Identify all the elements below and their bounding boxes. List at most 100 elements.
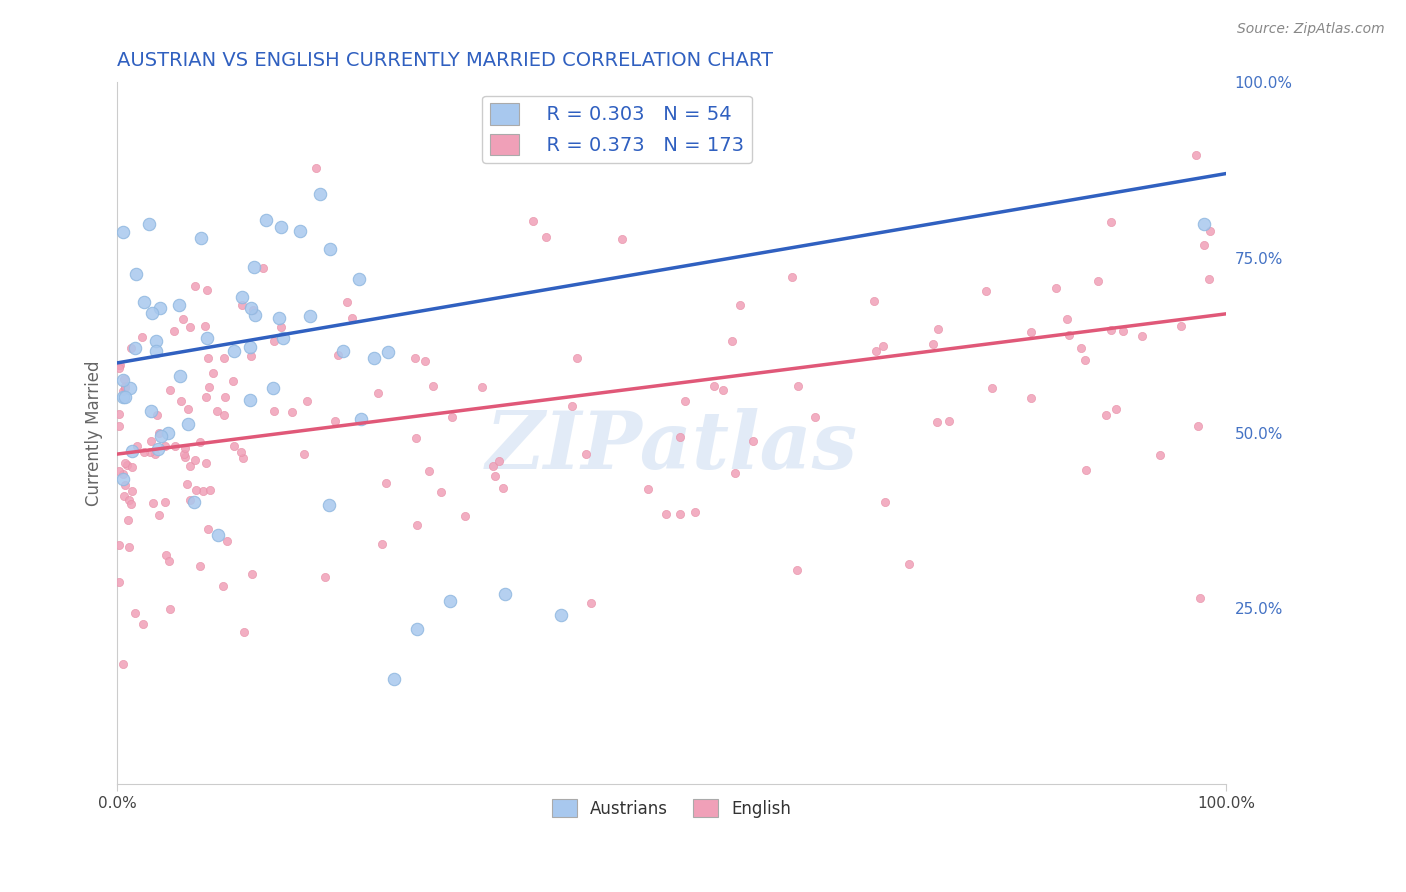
Point [263, 334, 285, 348]
Point [194, 319, 217, 334]
Point [232, 451, 254, 466]
Point [150, 429, 173, 443]
Point [231, 298, 253, 312]
Point [132, 294, 155, 309]
Point [132, 617, 155, 632]
Point [124, 341, 146, 355]
Point [139, 434, 162, 448]
Point [197, 351, 219, 365]
Point [581, 596, 603, 610]
Point [108, 358, 131, 372]
Point [1185, 148, 1208, 162]
Point [205, 404, 228, 418]
Point [454, 508, 477, 523]
Point [413, 354, 436, 368]
Point [243, 260, 266, 274]
Point [375, 475, 398, 490]
Point [305, 161, 328, 175]
Point [111, 373, 134, 387]
Point [1188, 591, 1211, 606]
Point [482, 459, 505, 474]
Point [138, 217, 160, 231]
Point [173, 450, 195, 464]
Point [273, 330, 295, 344]
Point [121, 484, 143, 499]
Point [134, 445, 156, 459]
Point [404, 351, 426, 366]
Point [281, 405, 304, 419]
Point [207, 527, 229, 541]
Point [980, 381, 1002, 395]
Point [574, 447, 596, 461]
Point [111, 226, 134, 240]
Point [786, 563, 808, 577]
Point [167, 298, 190, 312]
Point [108, 407, 131, 421]
Point [1087, 274, 1109, 288]
Point [1099, 214, 1122, 228]
Point [534, 230, 557, 244]
Point [803, 410, 825, 425]
Point [721, 334, 744, 348]
Point [117, 513, 139, 527]
Point [222, 344, 245, 359]
Point [197, 380, 219, 394]
Point [1192, 217, 1215, 231]
Point [245, 308, 267, 322]
Point [927, 415, 949, 429]
Y-axis label: Currently Married: Currently Married [86, 360, 103, 506]
Point [239, 393, 262, 408]
Point [125, 267, 148, 281]
Text: Source: ZipAtlas.com: Source: ZipAtlas.com [1237, 22, 1385, 37]
Point [1056, 312, 1078, 326]
Point [108, 574, 131, 589]
Point [668, 430, 690, 444]
Point [232, 624, 254, 639]
Point [111, 391, 134, 405]
Point [377, 345, 399, 359]
Point [155, 494, 177, 508]
Point [299, 309, 322, 323]
Point [163, 439, 186, 453]
Point [121, 460, 143, 475]
Point [350, 411, 373, 425]
Point [145, 344, 167, 359]
Point [1019, 325, 1042, 339]
Point [252, 261, 274, 276]
Point [120, 381, 142, 395]
Point [319, 242, 342, 256]
Point [371, 536, 394, 550]
Point [114, 380, 136, 394]
Point [550, 608, 572, 623]
Point [239, 301, 262, 316]
Point [254, 213, 277, 227]
Point [1199, 224, 1222, 238]
Point [1130, 329, 1153, 343]
Point [711, 383, 734, 397]
Point [1070, 341, 1092, 355]
Point [439, 594, 461, 608]
Point [703, 379, 725, 393]
Point [139, 444, 162, 458]
Point [120, 497, 142, 511]
Point [146, 408, 169, 422]
Point [724, 466, 747, 480]
Point [112, 467, 135, 481]
Point [142, 496, 165, 510]
Point [267, 310, 290, 325]
Point [118, 492, 141, 507]
Point [1187, 418, 1209, 433]
Point [336, 295, 359, 310]
Point [787, 379, 810, 393]
Point [153, 439, 176, 453]
Point [190, 231, 212, 245]
Point [669, 508, 692, 522]
Point [188, 558, 211, 573]
Point [974, 284, 997, 298]
Point [263, 403, 285, 417]
Point [471, 380, 494, 394]
Point [176, 476, 198, 491]
Legend: Austrians, English: Austrians, English [546, 792, 799, 824]
Point [172, 311, 194, 326]
Point [195, 283, 218, 297]
